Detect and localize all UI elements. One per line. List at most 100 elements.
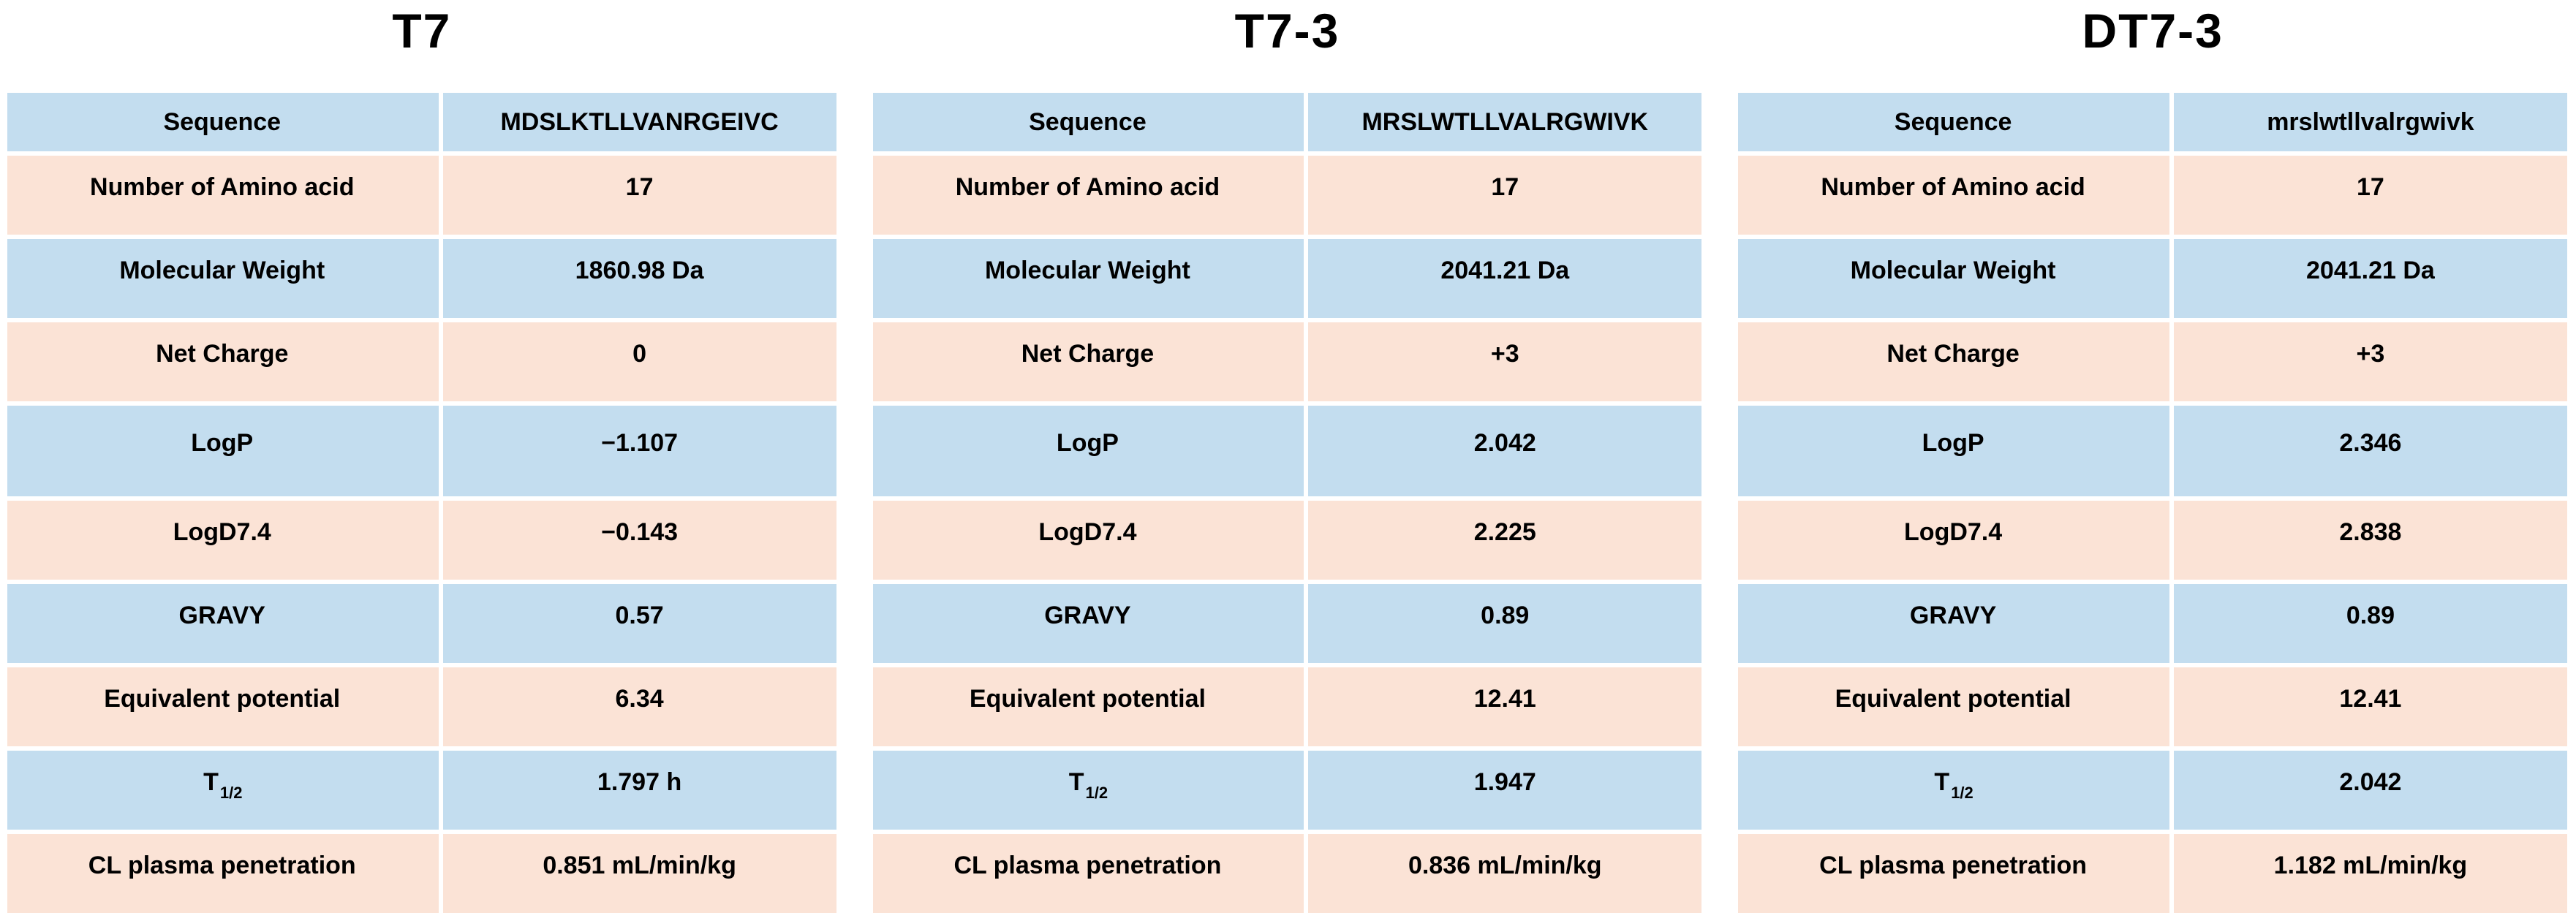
- row-label: Molecular Weight: [7, 239, 439, 319]
- table-row-cl-plasma: CL plasma penetration 0.836 mL/min/kg: [872, 834, 1702, 914]
- row-value: 1.947: [1308, 751, 1702, 830]
- row-value: 1.182 mL/min/kg: [2173, 834, 2568, 914]
- row-label: Sequence: [1738, 93, 2169, 152]
- row-label: CL plasma penetration: [7, 834, 439, 914]
- row-value: 2.225: [1308, 501, 1702, 580]
- row-label: Molecular Weight: [1738, 239, 2169, 319]
- row-value: 1.797 h: [442, 751, 836, 830]
- row-value: 2.838: [2173, 501, 2568, 580]
- row-value: 2041.21 Da: [1308, 239, 1702, 319]
- row-label: Equivalent potential: [872, 667, 1304, 747]
- properties-table-t7-3: Sequence MRSLWTLLVALRGWIVK Number of Ami…: [872, 93, 1702, 914]
- row-value: 2.042: [2173, 751, 2568, 830]
- row-value: MRSLWTLLVALRGWIVK: [1308, 93, 1702, 152]
- table-row-logp: LogP 2.042: [872, 406, 1702, 497]
- properties-table-t7: Sequence MDSLKTLLVANRGEIVC Number of Ami…: [7, 93, 836, 914]
- row-value: −0.143: [442, 501, 836, 580]
- row-label: Number of Amino acid: [1738, 156, 2169, 235]
- row-label: LogD7.4: [872, 501, 1304, 580]
- row-value: 0.836 mL/min/kg: [1308, 834, 1702, 914]
- panel-dt7-3: DT7-3 Sequence mrslwtllvalrgwivk Number …: [1738, 4, 2568, 914]
- row-value: 0.851 mL/min/kg: [442, 834, 836, 914]
- table-row-logd74: LogD7.4 2.225: [872, 501, 1702, 580]
- table-row-amino-count: Number of Amino acid 17: [1738, 156, 2568, 235]
- table-row-net-charge: Net Charge +3: [872, 322, 1702, 402]
- table-row-gravy: GRAVY 0.89: [1738, 584, 2568, 664]
- label-subscript: 1/2: [219, 784, 243, 803]
- table-row-cl-plasma: CL plasma penetration 1.182 mL/min/kg: [1738, 834, 2568, 914]
- row-label: Net Charge: [7, 322, 439, 402]
- label-subscript: 1/2: [1951, 784, 1973, 803]
- row-label: T 1/2: [872, 751, 1304, 830]
- row-value: 0.57: [442, 584, 836, 664]
- table-row-half-life: T 1/2 1.947: [872, 751, 1702, 830]
- table-row-logd74: LogD7.4 2.838: [1738, 501, 2568, 580]
- row-label: Sequence: [7, 93, 439, 152]
- table-title-t7: T7: [392, 4, 452, 58]
- row-label: GRAVY: [872, 584, 1304, 664]
- row-label: CL plasma penetration: [872, 834, 1304, 914]
- panel-t7: T7 Sequence MDSLKTLLVANRGEIVC Number of …: [7, 4, 836, 914]
- table-row-logp: LogP 2.346: [1738, 406, 2568, 497]
- table-row-sequence: Sequence MDSLKTLLVANRGEIVC: [7, 93, 836, 152]
- table-row-gravy: GRAVY 0.89: [872, 584, 1702, 664]
- row-value: 6.34: [442, 667, 836, 747]
- row-value: 0.89: [1308, 584, 1702, 664]
- table-row-amino-count: Number of Amino acid 17: [872, 156, 1702, 235]
- row-value: 17: [2173, 156, 2568, 235]
- properties-table-dt7-3: Sequence mrslwtllvalrgwivk Number of Ami…: [1738, 93, 2568, 914]
- table-row-logp: LogP −1.107: [7, 406, 836, 497]
- table-row-equivalent-potential: Equivalent potential 12.41: [1738, 667, 2568, 747]
- table-row-molecular-weight: Molecular Weight 2041.21 Da: [872, 239, 1702, 319]
- table-row-molecular-weight: Molecular Weight 2041.21 Da: [1738, 239, 2568, 319]
- row-label: Number of Amino acid: [7, 156, 439, 235]
- row-value: 0.89: [2173, 584, 2568, 664]
- table-row-net-charge: Net Charge +3: [1738, 322, 2568, 402]
- row-label: LogP: [7, 406, 439, 497]
- row-label: LogP: [872, 406, 1304, 497]
- table-row-net-charge: Net Charge 0: [7, 322, 836, 402]
- row-value: mrslwtllvalrgwivk: [2173, 93, 2568, 152]
- row-value: +3: [2173, 322, 2568, 402]
- row-label: Sequence: [872, 93, 1304, 152]
- panel-t7-3: T7-3 Sequence MRSLWTLLVALRGWIVK Number o…: [872, 4, 1702, 914]
- table-row-logd74: LogD7.4 −0.143: [7, 501, 836, 580]
- row-label: Net Charge: [1738, 322, 2169, 402]
- row-value: 2.346: [2173, 406, 2568, 497]
- row-label: LogD7.4: [7, 501, 439, 580]
- row-label: LogP: [1738, 406, 2169, 497]
- row-label: T 1/2: [1738, 751, 2169, 830]
- table-row-gravy: GRAVY 0.57: [7, 584, 836, 664]
- row-label: Equivalent potential: [7, 667, 439, 747]
- table-row-half-life: T 1/2 1.797 h: [7, 751, 836, 830]
- row-value: 2.042: [1308, 406, 1702, 497]
- row-value: −1.107: [442, 406, 836, 497]
- table-row-half-life: T 1/2 2.042: [1738, 751, 2568, 830]
- row-value: 2041.21 Da: [2173, 239, 2568, 319]
- row-label: Net Charge: [872, 322, 1304, 402]
- row-value: +3: [1308, 322, 1702, 402]
- table-row-molecular-weight: Molecular Weight 1860.98 Da: [7, 239, 836, 319]
- row-label: GRAVY: [7, 584, 439, 664]
- table-title-t7-3: T7-3: [1234, 4, 1340, 58]
- table-row-equivalent-potential: Equivalent potential 12.41: [872, 667, 1702, 747]
- row-label: GRAVY: [1738, 584, 2169, 664]
- table-row-sequence: Sequence MRSLWTLLVALRGWIVK: [872, 93, 1702, 152]
- row-label: T 1/2: [7, 751, 439, 830]
- label-subscript: 1/2: [1085, 784, 1108, 803]
- row-value: 17: [1308, 156, 1702, 235]
- row-value: MDSLKTLLVANRGEIVC: [442, 93, 836, 152]
- table-row-amino-count: Number of Amino acid 17: [7, 156, 836, 235]
- table-title-dt7-3: DT7-3: [2082, 4, 2224, 58]
- row-value: 17: [442, 156, 836, 235]
- row-label: Equivalent potential: [1738, 667, 2169, 747]
- table-row-sequence: Sequence mrslwtllvalrgwivk: [1738, 93, 2568, 152]
- table-row-equivalent-potential: Equivalent potential 6.34: [7, 667, 836, 747]
- row-label: LogD7.4: [1738, 501, 2169, 580]
- row-value: 1860.98 Da: [442, 239, 836, 319]
- row-value: 12.41: [1308, 667, 1702, 747]
- table-row-cl-plasma: CL plasma penetration 0.851 mL/min/kg: [7, 834, 836, 914]
- row-label: CL plasma penetration: [1738, 834, 2169, 914]
- row-label: Molecular Weight: [872, 239, 1304, 319]
